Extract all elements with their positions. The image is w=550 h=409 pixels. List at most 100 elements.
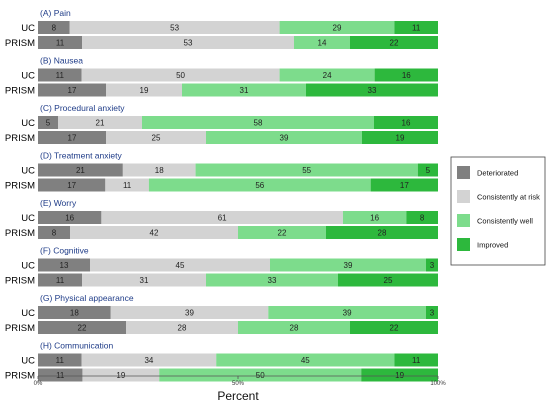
bar-segment-prism: [148, 178, 371, 192]
bar-segment-uc: [110, 306, 269, 319]
bar-value-label: 16: [402, 71, 411, 80]
bar-segment-uc: [142, 116, 374, 129]
row-label: UC: [21, 213, 35, 224]
bar-segment-prism: [370, 178, 438, 192]
bar-value-label: 50: [176, 71, 185, 80]
bar-value-label: 28: [378, 229, 387, 238]
bar-value-label: 22: [390, 39, 399, 48]
x-tick-label: 100%: [430, 381, 446, 387]
bar-value-label: 50: [256, 371, 265, 380]
bar-segment-uc: [394, 353, 438, 367]
bar-segment-uc: [374, 116, 438, 129]
bar-value-label: 5: [46, 119, 51, 128]
bar-value-label: 56: [255, 181, 264, 190]
row-label: PRISM: [5, 86, 35, 97]
bar-value-label: 11: [56, 276, 65, 285]
legend: Deteriorated Consistently at risk Consiste…: [450, 156, 546, 266]
bar-value-label: 8: [52, 24, 57, 33]
bar-segment-prism: [38, 226, 70, 239]
bar-value-label: 34: [144, 356, 153, 365]
bar-value-label: 31: [240, 86, 249, 95]
bar-segment-uc: [122, 163, 196, 177]
bar-value-label: 22: [278, 229, 287, 238]
bar-segment-uc: [38, 21, 70, 34]
bar-segment-prism: [82, 273, 206, 287]
bar-value-label: 17: [68, 86, 77, 95]
legend-label: Improved: [477, 241, 508, 250]
bar-value-label: 3: [430, 309, 435, 318]
row-label: UC: [21, 308, 35, 319]
bar-segment-uc: [38, 353, 82, 367]
bar-value-label: 29: [333, 24, 342, 33]
bar-segment-uc: [38, 258, 90, 272]
bar-value-label: 53: [184, 39, 193, 48]
row-label: PRISM: [5, 371, 35, 382]
row-label: PRISM: [5, 228, 35, 239]
row-label: PRISM: [5, 38, 35, 49]
bar-segment-uc: [417, 163, 438, 177]
panel-title: (C) Procedural anxiety: [40, 103, 125, 113]
bar-segment-uc: [406, 211, 438, 224]
bar-value-label: 55: [302, 166, 311, 175]
bar-value-label: 39: [343, 309, 352, 318]
x-tick-label: 50%: [232, 381, 245, 387]
bar-value-label: 25: [384, 276, 393, 285]
bar-segment-prism: [38, 83, 106, 97]
bar-value-label: 45: [301, 356, 310, 365]
legend-swatch: [457, 166, 470, 179]
panel-title: (H) Communication: [40, 341, 113, 351]
bar-segment-prism: [106, 131, 206, 144]
panel: (E) Worry UC 16 61 16 8 PRISM 8 42 22 28: [5, 198, 438, 239]
bar-value-label: 19: [396, 134, 405, 143]
row-label: PRISM: [5, 323, 35, 334]
bar-value-label: 28: [290, 324, 299, 333]
bar-segment-uc: [279, 68, 375, 82]
bar-value-label: 17: [400, 181, 409, 190]
bar-value-label: 18: [70, 309, 79, 318]
bar-segment-uc: [394, 21, 438, 34]
panel: (F) Cognitive UC 13 45 39 3 PRISM 11 31 33 25: [5, 246, 438, 287]
bar-segment-prism: [126, 321, 238, 334]
bar-value-label: 53: [170, 24, 179, 33]
panel-title: (F) Cognitive: [40, 246, 89, 256]
bar-value-label: 39: [185, 309, 194, 318]
bar-segment-prism: [105, 178, 149, 192]
bar-segment-prism: [38, 131, 106, 144]
bar-segment-prism: [38, 36, 82, 49]
bar-segment-uc: [38, 68, 82, 82]
legend-label: Consistently well: [477, 217, 533, 226]
bar-segment-prism: [38, 368, 83, 382]
row-label: UC: [21, 118, 35, 129]
bar-segment-uc: [374, 68, 438, 82]
bar-value-label: 16: [402, 119, 411, 128]
bar-value-label: 22: [78, 324, 87, 333]
bar-value-label: 19: [116, 371, 125, 380]
bar-segment-uc: [38, 163, 123, 177]
bar-segment-uc: [342, 211, 407, 224]
bar-value-label: 21: [96, 119, 105, 128]
bar-value-label: 22: [390, 324, 399, 333]
bar-value-label: 17: [67, 181, 76, 190]
legend-label: Deteriorated: [477, 169, 518, 178]
bar-value-label: 11: [56, 371, 65, 380]
bar-segment-prism: [238, 226, 326, 239]
bar-segment-uc: [426, 258, 438, 272]
bar-value-label: 11: [56, 39, 65, 48]
bar-value-label: 11: [56, 356, 65, 365]
bar-value-label: 5: [426, 166, 431, 175]
bar-value-label: 18: [155, 166, 164, 175]
bar-segment-prism: [350, 36, 438, 49]
bar-segment-uc: [81, 68, 280, 82]
bar-value-label: 8: [420, 214, 425, 223]
bar-segment-prism: [294, 36, 350, 49]
bar-value-label: 58: [254, 119, 263, 128]
bar-segment-prism: [182, 83, 306, 97]
panel: (G) Physical appearance UC 18 39 39 3 PRISM 22 2…: [5, 293, 438, 334]
bar-value-label: 24: [323, 71, 332, 80]
bar-segment-prism: [70, 226, 238, 239]
bar-value-label: 11: [123, 181, 132, 190]
bar-segment-uc: [101, 211, 343, 224]
bar-segment-uc: [268, 306, 426, 319]
